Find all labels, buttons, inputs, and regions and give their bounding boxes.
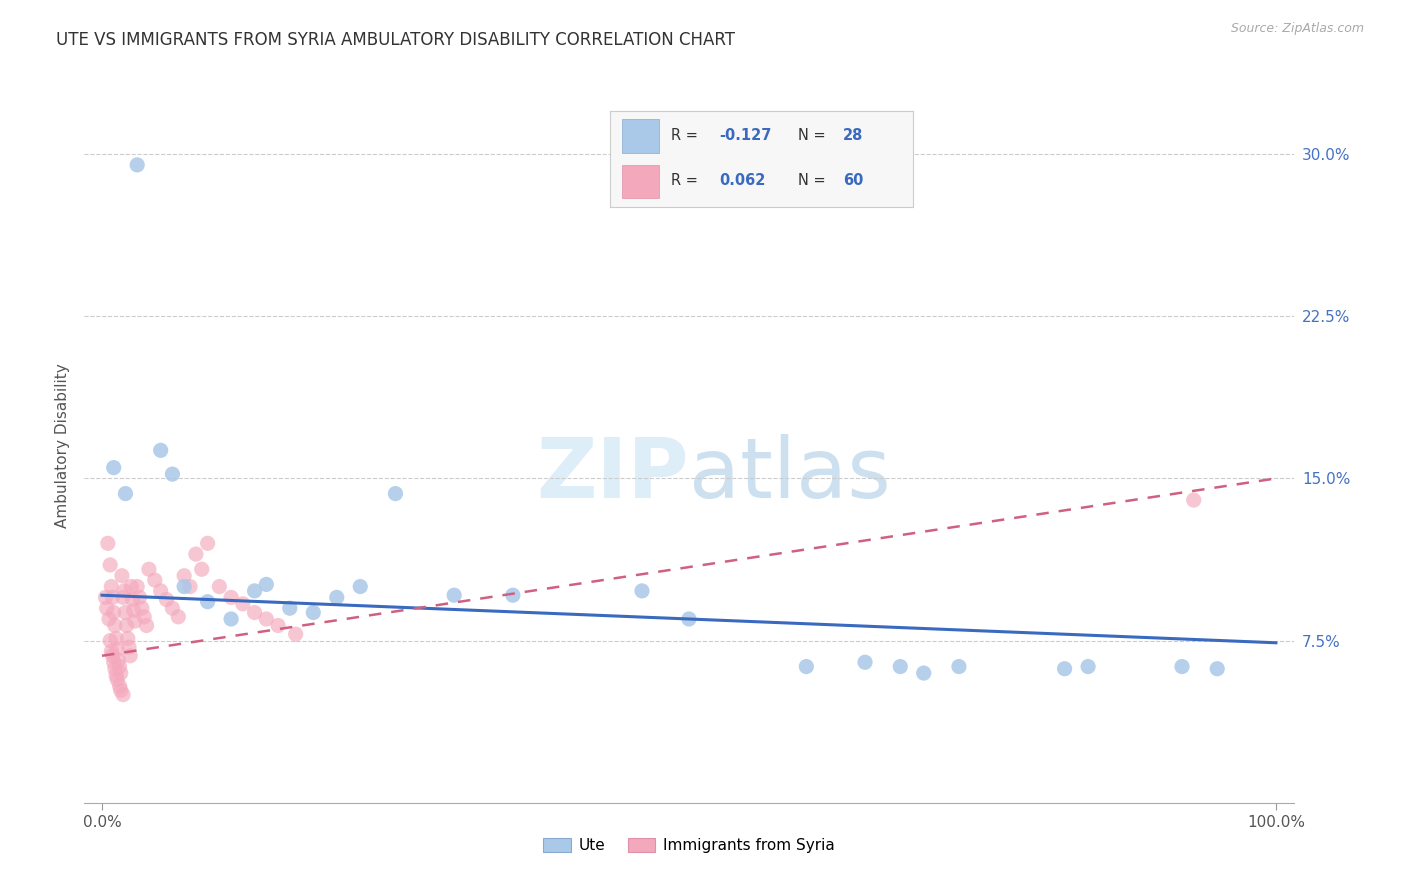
Point <box>122 603 145 617</box>
Point <box>98 558 121 572</box>
Point <box>108 679 131 693</box>
Text: UTE VS IMMIGRANTS FROM SYRIA AMBULATORY DISABILITY CORRELATION CHART: UTE VS IMMIGRANTS FROM SYRIA AMBULATORY … <box>56 31 735 49</box>
Point <box>197 536 219 550</box>
Point <box>101 591 124 605</box>
Point <box>254 577 277 591</box>
Point <box>94 591 117 605</box>
Point <box>100 644 122 658</box>
Point <box>100 580 122 594</box>
Point <box>103 460 125 475</box>
Point <box>103 655 125 669</box>
Point <box>105 668 128 682</box>
Point <box>110 666 132 681</box>
Point <box>96 601 118 615</box>
Point <box>101 648 124 663</box>
Point <box>107 653 129 667</box>
Point <box>105 642 128 657</box>
Point <box>197 595 219 609</box>
Text: Source: ZipAtlas.com: Source: ZipAtlas.com <box>1230 22 1364 36</box>
Point <box>149 443 172 458</box>
Point <box>219 612 242 626</box>
Point <box>912 666 935 681</box>
Point <box>190 562 212 576</box>
Point <box>149 583 172 598</box>
Point <box>173 580 195 594</box>
Point <box>127 580 149 594</box>
Point <box>631 583 654 598</box>
Text: atlas: atlas <box>689 434 890 515</box>
Point <box>110 683 132 698</box>
Point <box>127 158 149 172</box>
Point <box>112 583 135 598</box>
Point <box>112 591 135 605</box>
Point <box>167 610 190 624</box>
Point <box>1077 659 1099 673</box>
Point <box>118 640 141 654</box>
Point <box>173 568 195 582</box>
Point <box>443 588 465 602</box>
Point <box>278 601 301 615</box>
Point <box>108 659 131 673</box>
Point <box>208 580 231 594</box>
Point <box>889 659 911 673</box>
Point <box>98 633 121 648</box>
Point <box>349 580 371 594</box>
Point <box>267 618 290 632</box>
Point <box>853 655 876 669</box>
Point <box>243 583 266 598</box>
Point <box>124 614 146 628</box>
Legend: Ute, Immigrants from Syria: Ute, Immigrants from Syria <box>537 832 841 859</box>
Point <box>105 632 128 646</box>
Point <box>1182 493 1205 508</box>
Point <box>135 618 157 632</box>
Point <box>678 612 700 626</box>
Text: ZIP: ZIP <box>537 434 689 515</box>
Point <box>111 568 134 582</box>
Point <box>134 610 156 624</box>
Point <box>284 627 307 641</box>
Point <box>121 592 143 607</box>
Point <box>162 601 184 615</box>
Point <box>179 580 201 594</box>
Point <box>104 662 127 676</box>
Point <box>794 659 817 673</box>
Point <box>105 673 128 687</box>
Point <box>219 591 242 605</box>
Point <box>232 597 254 611</box>
Point <box>326 591 349 605</box>
Point <box>143 573 166 587</box>
Point <box>302 606 325 620</box>
Point <box>131 601 153 615</box>
Point <box>1053 662 1076 676</box>
Point <box>104 618 127 632</box>
Point <box>97 536 120 550</box>
Point <box>115 618 138 632</box>
Point <box>128 591 150 605</box>
Y-axis label: Ambulatory Disability: Ambulatory Disability <box>55 364 70 528</box>
Point <box>114 606 136 620</box>
Point <box>120 580 142 594</box>
Point <box>502 588 524 602</box>
Point <box>162 467 184 482</box>
Point <box>155 592 177 607</box>
Point <box>120 648 142 663</box>
Point <box>254 612 277 626</box>
Point <box>243 606 266 620</box>
Point <box>138 562 160 576</box>
Point <box>384 486 406 500</box>
Point <box>1206 662 1229 676</box>
Point <box>98 612 121 626</box>
Point <box>114 486 136 500</box>
Point <box>117 632 139 646</box>
Point <box>112 688 135 702</box>
Point <box>948 659 970 673</box>
Point <box>103 606 125 620</box>
Point <box>184 547 207 561</box>
Point <box>1171 659 1194 673</box>
